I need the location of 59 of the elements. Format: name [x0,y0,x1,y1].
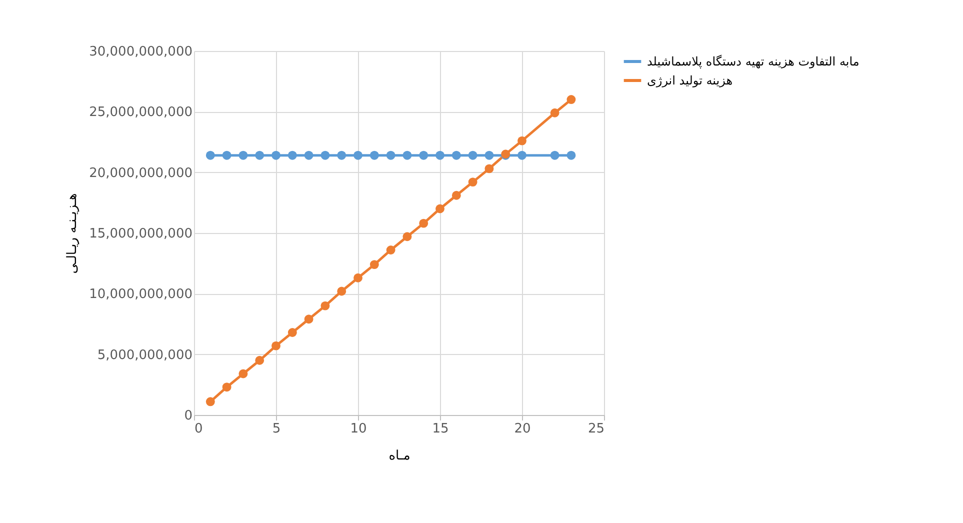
x-tick-label: 0 [194,422,203,436]
point [468,150,478,160]
y-tick-label: 0 [184,408,192,424]
point [337,286,346,296]
point [304,150,314,160]
point [452,190,461,200]
point [272,150,280,160]
point [304,314,314,324]
point [518,150,526,160]
point [222,382,232,392]
y-tick-label: 20,000,000,000 [89,166,192,181]
point [222,150,232,160]
x-axis-title: مـاه [388,448,410,464]
point [320,150,330,160]
point [402,232,412,242]
point [484,164,494,174]
point [320,301,330,310]
point [419,218,428,228]
point [484,150,494,160]
point [255,356,264,365]
point [402,150,412,160]
point [255,150,264,160]
legend-label: هزینه تولید انرژی [647,74,733,88]
point [468,178,478,187]
point [238,369,248,378]
y-tick-label: 5,000,000,000 [97,348,192,363]
legend-label: مابه التفاوت هزینه تهیه دستگاه پلاسماشیلد [647,54,860,68]
y-axis-title: هـزیـنـه ریـالـی [65,193,80,274]
point [206,397,215,406]
point [370,260,379,270]
point [566,95,576,104]
point [419,150,428,160]
y-tick-label: 30,000,000,000 [89,44,192,60]
point [518,136,526,146]
point [337,150,346,160]
point [550,108,560,118]
x-tick-label: 10 [350,422,367,436]
x-tick-label: 15 [432,422,449,436]
x-tick-label: 20 [514,422,531,436]
point [288,328,297,337]
y-tick-label: 10,000,000,000 [89,287,192,302]
point [452,150,461,160]
y-tick-label: 25,000,000,000 [89,105,192,120]
point [386,150,396,160]
x-tick-label: 5 [272,422,281,436]
point [386,246,396,254]
point [354,150,362,160]
point [436,204,444,214]
point [288,150,297,160]
point [272,341,280,350]
point [238,150,248,160]
point [354,273,362,282]
point [370,150,379,160]
point [550,150,560,160]
point [566,150,576,160]
point [206,150,215,160]
y-tick-label: 15,000,000,000 [89,226,192,242]
x-tick-label: 25 [588,422,604,436]
point [436,150,444,160]
